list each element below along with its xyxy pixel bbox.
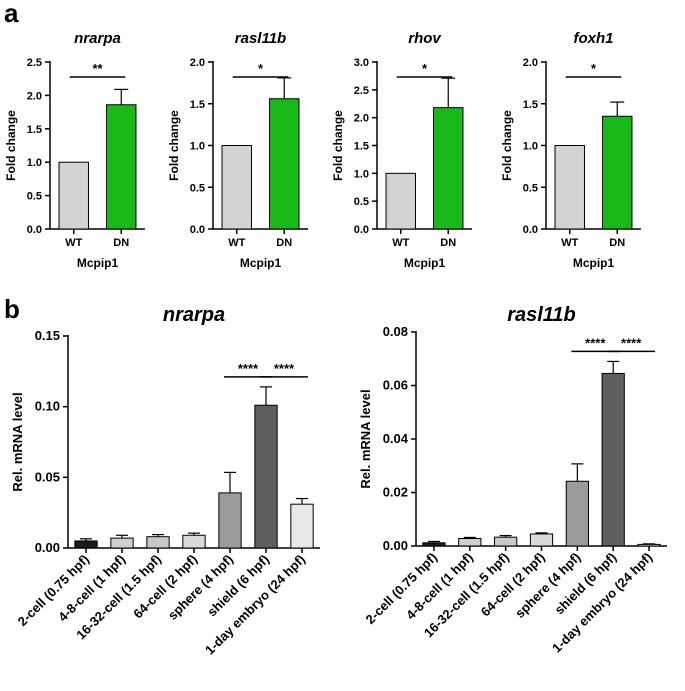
chart-b-5: rasl11b 0.00 0.02 0.04 0.06 0.08 Rel. mRNA lev…: [358, 304, 667, 656]
bar: [565, 480, 589, 547]
y-tick-label: 0.02: [383, 485, 408, 500]
y-tick-label: 0.5: [523, 182, 538, 194]
x-tick-label: DN: [276, 237, 292, 249]
x-tick-label: WT: [392, 237, 409, 249]
bar: [182, 534, 206, 549]
bar: [221, 145, 252, 230]
y-tick-label: 0.00: [383, 538, 408, 553]
chart-a-0: nrarpa 0.0 0.5 1.0 1.5 2.0 2.5 Fold change WT DN M…: [4, 30, 145, 270]
y-tick-label: 1.5: [27, 124, 42, 136]
x-tick-label: WT: [561, 237, 578, 249]
bar: [106, 104, 137, 230]
bar: [254, 404, 278, 549]
y-tick-label: 0.5: [27, 191, 42, 203]
y-tick-label: 1.0: [27, 157, 42, 169]
chart-a-3: foxh1 0.0 0.5 1.0 1.5 2.0 Fold change WT DN Mcpip…: [500, 30, 641, 270]
y-tick-label: 0.5: [354, 196, 369, 208]
significance-label: *: [258, 61, 264, 76]
y-tick-label: 0.0: [523, 224, 538, 236]
chart-title: rasl11b: [507, 304, 576, 326]
x-tick-label: DN: [440, 237, 456, 249]
x-axis-label: Mcpip1: [77, 256, 119, 270]
x-axis-label: Mcpip1: [404, 256, 446, 270]
y-axis-label: Fold change: [500, 110, 514, 181]
significance-label: ****: [585, 335, 606, 350]
y-tick-label: 1.0: [523, 141, 538, 153]
bar: [601, 372, 625, 547]
x-axis-label: Mcpip1: [240, 256, 282, 270]
y-tick-label: 2.0: [27, 90, 42, 102]
bar: [554, 145, 585, 230]
y-tick-label: 2.5: [354, 85, 369, 97]
y-tick-label: 0.05: [35, 469, 60, 484]
y-tick-label: 0.5: [190, 182, 205, 194]
bar: [290, 503, 314, 549]
bar: [637, 543, 661, 547]
y-tick-label: 0.04: [383, 431, 409, 446]
x-tick-label: WT: [228, 237, 245, 249]
bar: [458, 538, 482, 547]
bar: [74, 540, 98, 549]
y-tick-label: 1.0: [354, 168, 369, 180]
y-tick-label: 1.5: [190, 99, 205, 111]
y-tick-label: 2.0: [523, 57, 538, 69]
significance-label: *: [422, 61, 428, 76]
bar: [529, 533, 554, 547]
bar: [218, 492, 242, 549]
y-tick-label: 0.15: [35, 328, 60, 343]
bar: [58, 161, 89, 230]
y-axis-label: Rel. mRNA level: [10, 392, 25, 491]
y-axis-label: Fold change: [4, 110, 18, 181]
bar: [269, 98, 300, 230]
chart-title: nrarpa: [74, 30, 121, 47]
y-tick-label: 1.5: [523, 99, 538, 111]
significance-label: *: [591, 61, 597, 76]
panel-b-label: b: [4, 294, 20, 324]
significance-label: **: [92, 61, 103, 76]
y-tick-label: 0.06: [383, 378, 408, 393]
bar: [422, 542, 446, 547]
bar: [433, 107, 464, 230]
y-tick-label: 1.0: [190, 141, 205, 153]
y-axis-label: Rel. mRNA level: [358, 389, 373, 488]
significance-label: ****: [274, 361, 295, 376]
significance-label: ****: [238, 361, 259, 376]
bar: [602, 115, 633, 230]
bar: [494, 536, 518, 547]
chart-title: rhov: [408, 30, 442, 47]
x-axis-label: Mcpip1: [573, 256, 615, 270]
bar: [385, 172, 416, 230]
y-tick-label: 0.0: [354, 224, 369, 236]
chart-title: nrarpa: [163, 304, 225, 326]
x-tick-label: WT: [65, 237, 82, 249]
chart-title: foxh1: [573, 30, 613, 47]
chart-a-2: rhov 0.0 0.5 1.0 1.5 2.0 2.5 3.0 Fold change WT DN…: [331, 30, 472, 270]
chart-a-1: rasl11b 0.0 0.5 1.0 1.5 2.0 Fold change WT DN Mcp…: [167, 30, 308, 270]
y-tick-label: 2.0: [190, 57, 205, 69]
y-tick-label: 0.0: [190, 224, 205, 236]
y-tick-label: 0.00: [35, 540, 60, 555]
panel-a-label: a: [4, 0, 19, 28]
significance-label: ****: [621, 335, 642, 350]
y-tick-label: 2.0: [354, 113, 369, 125]
x-tick-label: DN: [113, 237, 129, 249]
y-axis-label: Fold change: [167, 110, 181, 181]
y-tick-label: 0.08: [383, 324, 408, 339]
y-tick-label: 2.5: [27, 57, 42, 69]
bar: [110, 537, 134, 549]
y-axis-label: Fold change: [331, 110, 345, 181]
y-tick-label: 0.10: [35, 399, 60, 414]
y-tick-label: 0.0: [27, 224, 42, 236]
chart-group: nrarpa 0.0 0.5 1.0 1.5 2.0 2.5 Fold change WT DN M…: [4, 30, 667, 658]
chart-title: rasl11b: [235, 30, 286, 47]
x-tick-label: DN: [609, 237, 625, 249]
y-tick-label: 1.5: [354, 141, 369, 153]
y-tick-label: 3.0: [354, 57, 369, 69]
bar: [146, 536, 170, 549]
